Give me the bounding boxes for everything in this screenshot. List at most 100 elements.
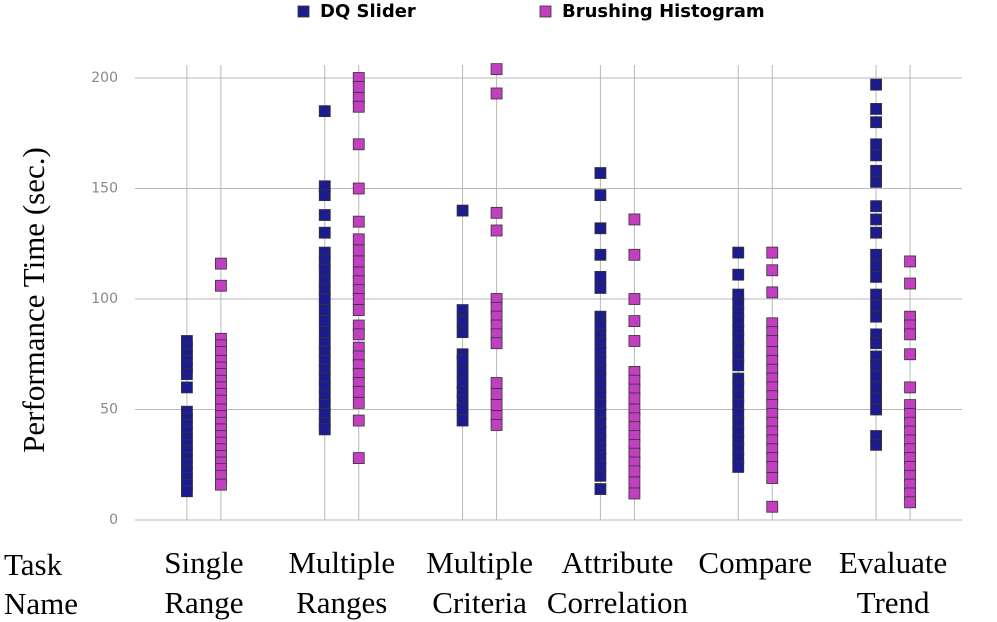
point	[490, 224, 503, 237]
point	[870, 103, 882, 115]
point	[628, 248, 641, 261]
point	[352, 215, 365, 228]
point	[594, 189, 607, 202]
point	[594, 483, 607, 495]
point	[870, 259, 882, 272]
point	[628, 392, 641, 405]
point	[456, 315, 469, 328]
point	[628, 315, 641, 328]
point	[318, 264, 331, 277]
point	[628, 487, 641, 500]
point	[490, 377, 503, 389]
point	[904, 255, 916, 268]
point	[490, 206, 503, 219]
point	[456, 403, 469, 416]
x-tick-label: Correlation	[547, 585, 689, 620]
legend-label: Brushing Histogram	[562, 1, 765, 22]
point	[870, 149, 882, 162]
point	[870, 138, 882, 151]
point	[904, 277, 916, 290]
point	[594, 282, 607, 294]
point	[870, 438, 882, 451]
y-tick-label: 200	[91, 70, 118, 86]
point	[318, 304, 331, 316]
point	[594, 222, 607, 235]
point	[870, 248, 882, 261]
x-axis-label: Name	[4, 586, 78, 621]
point	[904, 348, 916, 361]
point	[318, 315, 331, 328]
point	[352, 244, 365, 257]
point	[490, 337, 503, 350]
point	[870, 164, 882, 177]
point	[456, 354, 469, 367]
point	[456, 204, 469, 217]
point	[628, 465, 641, 478]
point	[318, 293, 331, 305]
x-tick-label: Attribute	[561, 545, 673, 580]
point	[456, 304, 469, 316]
point	[766, 472, 779, 484]
point	[766, 264, 779, 277]
point	[870, 403, 882, 416]
point	[870, 381, 882, 394]
y-tick-label: 100	[91, 291, 118, 307]
point	[490, 388, 503, 400]
point	[732, 246, 745, 259]
x-tick-label: Multiple	[426, 545, 533, 580]
point	[318, 105, 331, 118]
y-axis-label: Performance Time (sec.)	[16, 147, 51, 453]
y-tick-label: 50	[100, 402, 118, 418]
point	[181, 381, 193, 394]
point	[766, 335, 779, 347]
point	[766, 461, 779, 473]
point	[352, 385, 365, 398]
point	[870, 78, 882, 91]
legend-swatch	[539, 5, 552, 18]
y-tick-label: 0	[109, 512, 118, 528]
point	[490, 63, 503, 76]
x-tick-label: Criteria	[432, 585, 527, 620]
x-tick-label: Single	[164, 545, 243, 580]
x-axis-label: Task	[4, 547, 63, 582]
point	[732, 359, 745, 372]
point	[215, 279, 227, 292]
point	[628, 335, 641, 347]
point	[352, 182, 365, 195]
point	[870, 370, 882, 383]
point	[904, 496, 916, 509]
point	[870, 226, 882, 239]
point	[870, 213, 882, 226]
point	[766, 500, 779, 513]
point	[318, 189, 331, 202]
x-tick-label: Multiple	[288, 545, 395, 580]
point	[352, 414, 365, 427]
point	[628, 293, 641, 305]
point	[318, 326, 331, 339]
point	[594, 469, 607, 482]
point	[352, 304, 365, 316]
point	[732, 268, 745, 281]
point	[456, 326, 469, 339]
point	[490, 419, 503, 431]
point	[352, 255, 365, 268]
point	[904, 381, 916, 394]
point	[870, 116, 882, 129]
point	[215, 478, 227, 491]
legend-swatch	[297, 5, 310, 18]
point	[352, 138, 365, 151]
point	[870, 392, 882, 405]
point	[352, 80, 365, 93]
x-tick-label: Compare	[698, 545, 812, 580]
point	[732, 461, 745, 473]
point	[318, 209, 331, 221]
point	[870, 310, 882, 323]
point	[870, 200, 882, 213]
point	[628, 213, 641, 226]
point	[490, 87, 503, 100]
point	[870, 337, 882, 350]
point	[490, 399, 503, 411]
point	[352, 233, 365, 246]
point	[594, 248, 607, 261]
point	[870, 270, 882, 283]
